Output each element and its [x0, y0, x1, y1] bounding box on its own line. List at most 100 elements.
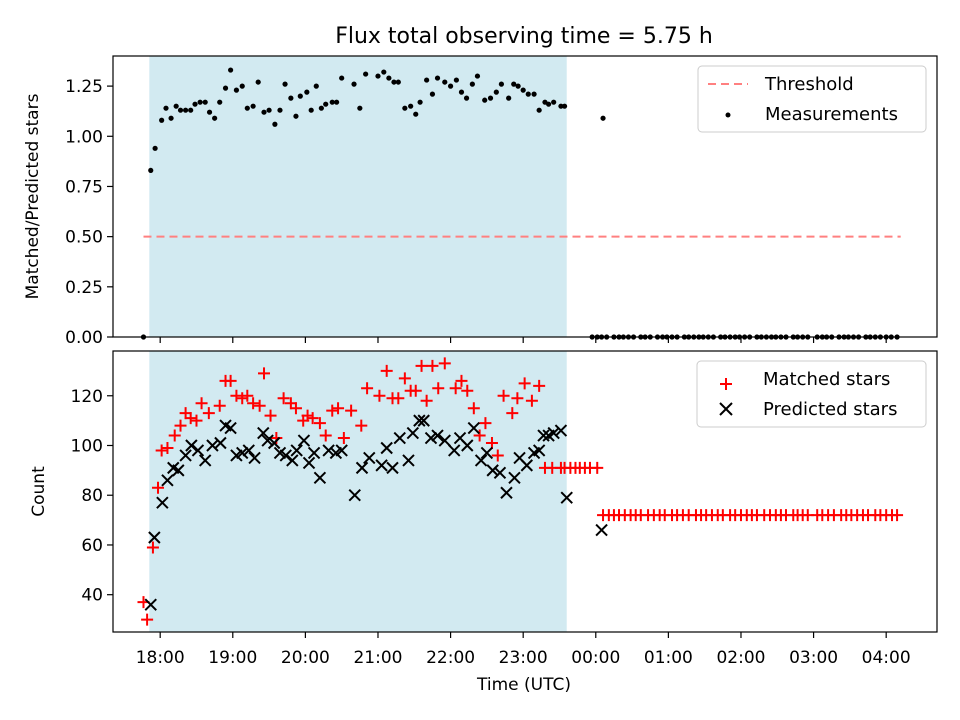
top-ytick-label: 0.00 [65, 328, 103, 348]
measurement-point [442, 79, 448, 85]
predicted-star-point [297, 434, 311, 447]
predicted-star-point [267, 436, 281, 450]
predicted-star-point [236, 446, 249, 460]
bottom-ytick-label: 40 [81, 586, 103, 606]
measurement-point [206, 109, 213, 115]
predicted-star-point [560, 491, 573, 504]
x-tick-label: 04:00 [862, 648, 911, 668]
matched-star-point [361, 382, 374, 395]
matched-star-point [432, 382, 445, 395]
measurement-point [395, 79, 401, 85]
predicted-star-point [144, 598, 157, 611]
measurement-point [329, 99, 335, 105]
predicted-star-point [417, 414, 430, 427]
measurement-point [520, 87, 526, 93]
top-panel: 0.00 0.25 0.50 0.75 1.00 1.25 Matched/Predict… [23, 55, 938, 348]
matched-star-point [213, 399, 226, 412]
bottom-legend-box [696, 360, 927, 428]
measurement-point [424, 77, 430, 83]
matched-star-point [461, 384, 474, 397]
matched-star-point [373, 389, 386, 402]
measurement-point [323, 101, 329, 107]
top-plot-frame [112, 55, 938, 338]
measurement-point [498, 81, 505, 87]
x-tick-label: 19:00 [208, 648, 257, 668]
measurement-point [282, 81, 288, 87]
predicted-star-point [486, 464, 499, 477]
predicted-star-point [179, 449, 192, 462]
top-ytick-label: 0.50 [65, 228, 103, 248]
matched-star-point [313, 417, 326, 430]
measurement-point [188, 107, 194, 113]
measurement-point [233, 87, 240, 93]
predicted-star-point [313, 471, 327, 485]
x-tick-label: 22:00 [426, 648, 475, 668]
predicted-star-point [413, 414, 426, 427]
measurement-point [168, 115, 174, 121]
matched-star-point [326, 404, 339, 417]
measurement-point [202, 99, 208, 105]
matched-star-point [392, 392, 405, 405]
measurement-point [197, 99, 203, 105]
predicted-star-point [148, 531, 161, 544]
matched-star-point [380, 364, 393, 377]
matched-star-point [449, 382, 462, 395]
x-tick-label: 21:00 [353, 648, 402, 668]
measurement-point [447, 83, 454, 89]
predicted-star-point [438, 434, 451, 447]
measurement-point [482, 97, 488, 103]
measurement-point [239, 83, 245, 89]
legend-matched-swatch [720, 378, 732, 390]
x-tick-label: 18:00 [136, 648, 185, 668]
matched-star-point [155, 444, 168, 457]
predicted-star-point [467, 421, 481, 435]
measurement-point [545, 101, 552, 107]
predicted-star-point [214, 436, 227, 450]
measurement-point [313, 83, 319, 89]
measurement-point [469, 81, 475, 87]
matched-star-point [141, 613, 154, 626]
matched-star-point [168, 429, 181, 442]
measurement-point [487, 95, 494, 101]
x-tick-label: 20:00 [281, 648, 330, 668]
measurement-point [272, 121, 278, 127]
matched-star-point [337, 432, 350, 445]
matched-star-point [289, 402, 302, 415]
matched-star-point [319, 429, 332, 442]
predicted-star-point [290, 444, 303, 457]
matched-star-point [161, 441, 174, 454]
top-ytick-label: 0.75 [65, 177, 103, 197]
predicted-star-point [302, 456, 316, 470]
measurement-point [318, 105, 324, 111]
measurement-point [381, 69, 387, 75]
measurement-point [217, 99, 223, 105]
measurement-point [212, 115, 218, 121]
predicted-star-point [595, 523, 608, 537]
predicted-star-point [500, 486, 513, 499]
matched-star-point [525, 394, 538, 407]
predicted-star-point [242, 444, 255, 457]
matched-star-point [332, 402, 345, 415]
predicted-star-point [520, 459, 534, 472]
measurement-point [159, 117, 165, 123]
top-y-axis-label: Matched/Predicted stars [23, 93, 43, 299]
matched-star-point [398, 372, 411, 385]
measurement-point [434, 75, 441, 81]
predicted-star-point [224, 421, 237, 435]
measurement-point [386, 75, 392, 81]
measurement-point [173, 103, 179, 109]
predicted-star-point [286, 454, 299, 467]
predicted-star-point [348, 489, 361, 502]
predicted-star-point [406, 426, 420, 440]
matched-star-point [253, 399, 266, 412]
measurement-point [525, 91, 531, 97]
matched-star-point [491, 449, 504, 462]
matched-star-point [301, 409, 314, 422]
matched-star-point [195, 397, 208, 410]
predicted-star-point [474, 454, 488, 467]
measurement-point [458, 89, 465, 95]
predicted-star-point [198, 454, 212, 467]
matched-star-point [518, 377, 531, 390]
predicted-star-point [461, 439, 474, 452]
